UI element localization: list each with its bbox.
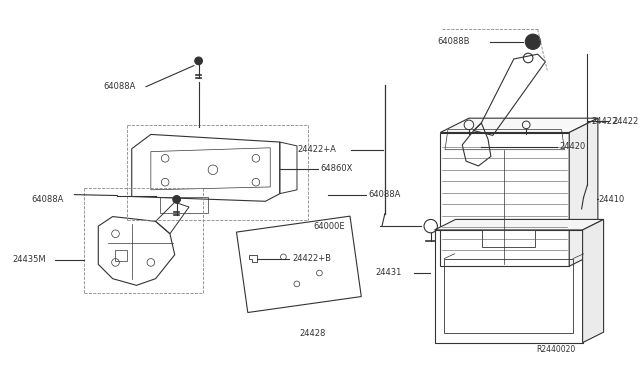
- Circle shape: [195, 57, 202, 65]
- Text: 24422: 24422: [612, 116, 639, 125]
- Text: 24410: 24410: [599, 195, 625, 204]
- Text: 64088B: 64088B: [437, 37, 470, 46]
- Text: 24420: 24420: [559, 142, 586, 151]
- Circle shape: [173, 196, 180, 203]
- Text: 64088A: 64088A: [31, 195, 64, 204]
- Text: 24422: 24422: [591, 116, 618, 125]
- Circle shape: [525, 34, 541, 49]
- Polygon shape: [483, 230, 535, 247]
- Text: 24422+A: 24422+A: [297, 145, 336, 154]
- Text: 24431: 24431: [375, 269, 402, 278]
- Text: 64860X: 64860X: [321, 164, 353, 173]
- Text: 64088A: 64088A: [369, 190, 401, 199]
- Text: 24435M: 24435M: [12, 255, 46, 264]
- Text: R2440020: R2440020: [536, 345, 575, 354]
- Polygon shape: [440, 118, 598, 132]
- Text: 24422+B: 24422+B: [292, 254, 332, 263]
- Text: 64000E: 64000E: [313, 222, 345, 231]
- Polygon shape: [435, 219, 604, 230]
- Text: 24428: 24428: [299, 328, 325, 338]
- Polygon shape: [582, 219, 604, 343]
- Text: 64088A: 64088A: [103, 82, 136, 91]
- Polygon shape: [569, 118, 598, 266]
